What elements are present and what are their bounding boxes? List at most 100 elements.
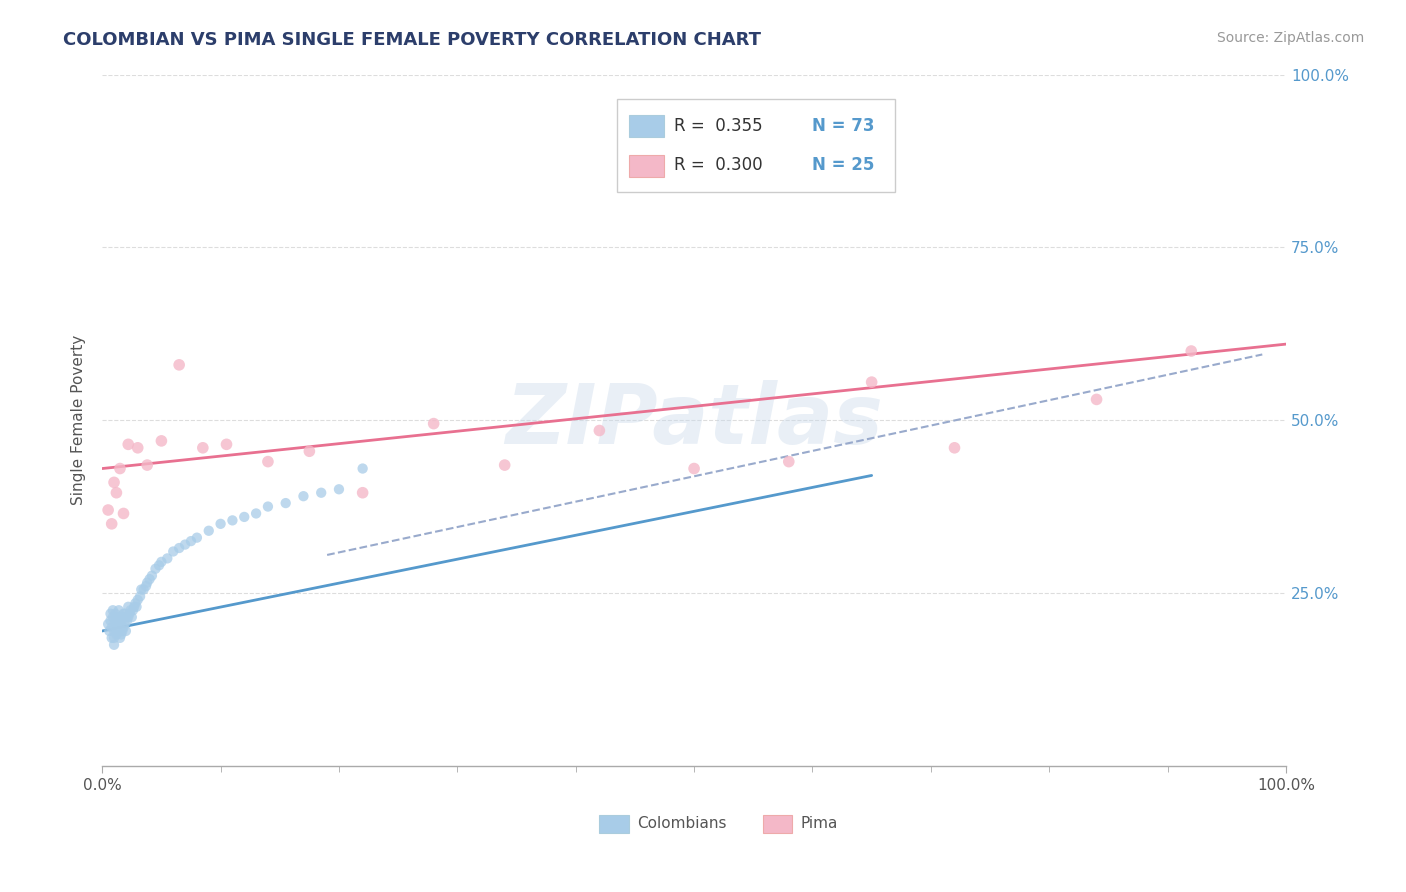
Text: Colombians: Colombians [637,816,727,831]
Point [112,507,135,521]
Point [100,621,122,635]
Point [124,596,146,610]
Point [209,516,232,531]
Bar [628,115,665,137]
Point [108,610,131,624]
Point [108,621,131,635]
Point [1085,392,1108,407]
Point [150,555,173,569]
Point [233,510,256,524]
Text: ZIPatlas: ZIPatlas [505,380,883,460]
Point [107,624,129,638]
Point [105,627,128,641]
Point [105,610,128,624]
Point [121,610,143,624]
Point [97,617,120,632]
Point [167,541,190,555]
Point [112,607,135,621]
Point [135,579,157,593]
Point [115,624,138,638]
Point [328,483,350,497]
Y-axis label: Single Female Poverty: Single Female Poverty [72,335,86,505]
Point [494,458,516,472]
Text: R =  0.355: R = 0.355 [673,117,762,135]
Bar [599,815,628,833]
Point [245,507,267,521]
FancyBboxPatch shape [617,99,896,192]
Point [98,624,121,638]
Point [138,572,160,586]
Point [352,461,374,475]
Point [100,607,122,621]
Point [943,441,966,455]
Point [683,461,706,475]
Point [115,610,138,624]
Point [132,582,155,597]
Point [127,593,149,607]
Point [292,489,315,503]
Point [110,627,132,641]
Point [309,485,332,500]
Point [100,631,122,645]
Point [103,624,125,638]
Point [352,485,374,500]
Point [105,485,128,500]
Point [100,614,122,628]
Text: N = 73: N = 73 [813,117,875,135]
Text: N = 25: N = 25 [813,156,875,174]
Point [111,624,134,638]
Bar [762,815,793,833]
Point [107,603,129,617]
Text: COLOMBIAN VS PIMA SINGLE FEMALE POVERTY CORRELATION CHART: COLOMBIAN VS PIMA SINGLE FEMALE POVERTY … [63,31,761,49]
Point [150,434,173,448]
Point [117,437,139,451]
Point [108,631,131,645]
Point [101,610,124,624]
Point [118,607,141,621]
Point [127,441,149,455]
Point [136,575,159,590]
Point [422,417,444,431]
Point [97,503,120,517]
Point [156,551,179,566]
Text: Source: ZipAtlas.com: Source: ZipAtlas.com [1216,31,1364,45]
Point [104,621,127,635]
Point [114,607,136,621]
Point [115,614,138,628]
Point [110,614,132,628]
Point [107,621,129,635]
Point [136,458,159,472]
Point [104,614,127,628]
Point [120,603,142,617]
Point [148,558,170,573]
Point [197,524,219,538]
Point [298,444,321,458]
Point [162,544,184,558]
Point [100,516,122,531]
Point [778,455,800,469]
Point [122,603,145,617]
Point [101,603,124,617]
Point [105,617,128,632]
Point [117,599,139,614]
Point [114,617,136,632]
Point [129,582,152,597]
Point [186,531,208,545]
Point [104,607,127,621]
Point [191,441,214,455]
Point [107,610,129,624]
Point [108,461,131,475]
Text: R =  0.300: R = 0.300 [673,156,762,174]
Point [1180,344,1202,359]
Point [215,437,238,451]
Point [122,599,145,614]
Point [129,590,152,604]
Point [145,562,167,576]
Point [141,568,163,582]
Point [257,500,280,514]
Point [103,475,125,490]
Text: Pima: Pima [800,816,838,831]
Point [103,638,125,652]
Point [112,621,135,635]
Point [588,424,610,438]
